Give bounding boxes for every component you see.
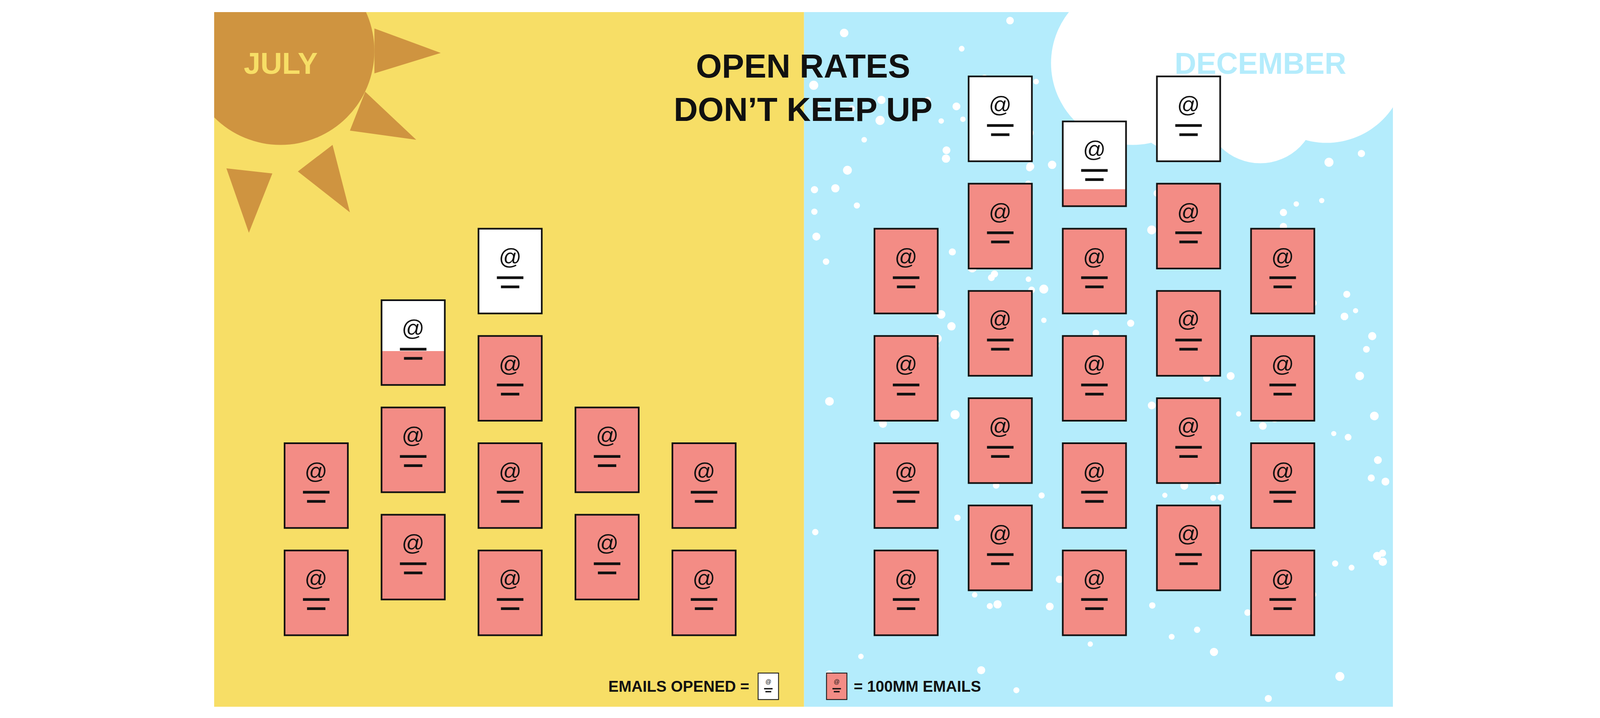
svg-text:@: @ (1177, 91, 1200, 117)
svg-text:@: @ (894, 350, 918, 376)
svg-text:@: @ (894, 243, 918, 269)
svg-text:@: @ (1082, 457, 1106, 483)
svg-text:@: @ (692, 457, 716, 483)
svg-text:@: @ (833, 677, 840, 685)
svg-text:@: @ (1177, 305, 1200, 331)
svg-text:JULY: JULY (243, 46, 318, 80)
svg-text:@: @ (988, 91, 1012, 117)
svg-text:OPEN RATESDON’T KEEP UP: OPEN RATESDON’T KEEP UP (673, 47, 933, 128)
svg-text:@: @ (304, 457, 328, 483)
svg-text:@: @ (304, 565, 328, 590)
svg-text:@: @ (765, 677, 772, 685)
svg-text:@: @ (595, 529, 619, 555)
svg-text:@: @ (894, 565, 918, 590)
svg-text:@: @ (401, 315, 425, 340)
svg-text:@: @ (988, 198, 1012, 224)
svg-text:@: @ (1177, 412, 1200, 438)
svg-text:@: @ (1082, 243, 1106, 269)
svg-text:@: @ (498, 243, 522, 269)
svg-text:@: @ (1271, 350, 1295, 376)
svg-text:@: @ (1177, 520, 1200, 546)
svg-text:@: @ (1271, 565, 1295, 590)
svg-text:DECEMBER: DECEMBER (1174, 46, 1347, 80)
svg-text:@: @ (595, 422, 619, 448)
svg-text:@: @ (692, 565, 716, 590)
svg-text:@: @ (498, 457, 522, 483)
svg-text:@: @ (988, 412, 1012, 438)
svg-text:@: @ (401, 529, 425, 555)
svg-text:= 100MM EMAILS: = 100MM EMAILS (853, 677, 981, 695)
svg-text:@: @ (1271, 243, 1295, 269)
svg-text:@: @ (894, 457, 918, 483)
svg-text:@: @ (498, 350, 522, 376)
svg-text:@: @ (1082, 350, 1106, 376)
svg-text:@: @ (988, 305, 1012, 331)
svg-text:@: @ (401, 422, 425, 448)
svg-text:EMAILS OPENED =: EMAILS OPENED = (608, 677, 750, 695)
svg-text:@: @ (1271, 457, 1295, 483)
svg-text:@: @ (988, 520, 1012, 546)
svg-text:@: @ (1177, 198, 1200, 224)
svg-text:@: @ (1082, 565, 1106, 590)
svg-text:@: @ (1082, 136, 1106, 162)
svg-text:@: @ (498, 565, 522, 590)
